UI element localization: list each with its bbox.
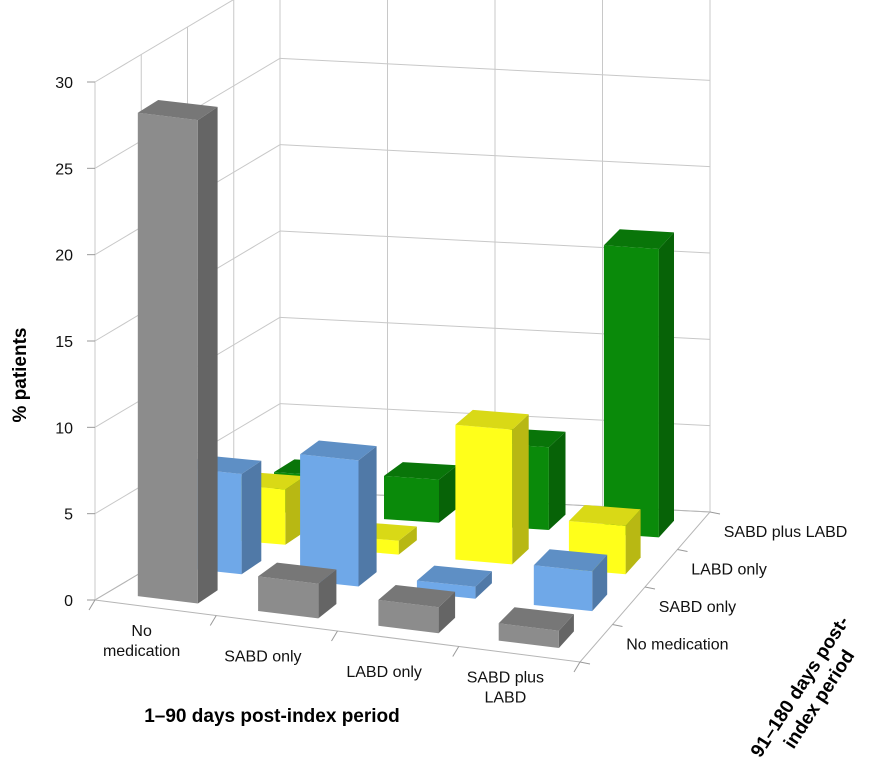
x-tick-mark <box>209 615 217 626</box>
bar-front-face <box>300 454 359 587</box>
y-tick-label: 30 <box>55 75 73 92</box>
bar <box>416 565 492 599</box>
bar-side-face <box>592 554 608 612</box>
x-tick-mark <box>331 630 338 642</box>
bar-side-face <box>625 509 641 575</box>
z-tick-mark <box>644 586 656 590</box>
bar-top-face <box>378 585 456 608</box>
bar-top-face <box>603 229 674 249</box>
bars-layer <box>137 100 674 648</box>
labels-layer: 0 5 10 15 20 25 30 No medication SABD only LABD on… <box>55 75 847 706</box>
bar-front-face <box>258 576 319 619</box>
y-tick-label: 15 <box>55 334 73 351</box>
bar-top-face <box>455 409 529 430</box>
bar <box>603 229 674 538</box>
bar-side-face <box>548 431 566 530</box>
bar <box>137 100 218 604</box>
x-category-label: SABD plus LABD <box>467 669 544 706</box>
bar-side-face <box>197 106 218 604</box>
z-series-label: SABD only <box>659 599 736 616</box>
z-axis-title: 91–180 days post-index period <box>747 613 873 760</box>
bar <box>258 562 337 619</box>
y-tick-label: 0 <box>64 593 73 610</box>
x-category-label: SABD only <box>224 648 301 665</box>
y-tick-label: 25 <box>55 161 73 178</box>
bar-top-face <box>568 505 641 526</box>
bar-front-face <box>384 475 439 523</box>
z-tick-mark <box>709 511 721 515</box>
bar <box>533 549 608 612</box>
bar <box>300 440 377 587</box>
y-tick-label: 20 <box>55 248 73 265</box>
x-tick-mark <box>88 599 96 611</box>
x-category-label: LABD only <box>346 664 422 681</box>
z-series-label: No medication <box>626 636 728 653</box>
y-tick-label: 5 <box>64 507 73 524</box>
bar-side-face <box>398 526 417 555</box>
bar-side-face <box>438 591 456 634</box>
bar <box>378 585 456 634</box>
bar-front-face <box>455 424 513 565</box>
bar-side-face <box>658 232 674 538</box>
x-category-label: No medication <box>103 623 180 660</box>
bar-side-face <box>512 414 529 565</box>
bar-top-face <box>258 562 337 584</box>
bar-top-face <box>300 440 377 461</box>
bar <box>455 409 529 565</box>
y-axis-title: % patients <box>10 327 31 422</box>
bar-top-face <box>416 565 492 587</box>
z-series-label: LABD only <box>691 561 767 578</box>
bar-front-face <box>416 580 476 599</box>
bar-side-face <box>285 476 305 545</box>
bar-side-face <box>558 614 574 648</box>
bar-front-face <box>137 112 198 604</box>
bar-top-face <box>384 462 458 480</box>
bar-front-face <box>498 623 559 648</box>
z-tick-mark <box>579 661 591 665</box>
bar-top-face <box>137 100 218 121</box>
bar-front-face <box>533 565 593 612</box>
x-tick-mark <box>573 661 581 673</box>
bar-top-face <box>533 549 608 572</box>
z-series-label: SABD plus LABD <box>724 524 848 541</box>
bar-side-face <box>241 460 262 575</box>
bar-front-face <box>378 599 439 634</box>
bar-side-face <box>475 571 492 599</box>
bar-side-face <box>318 569 337 619</box>
bar <box>498 607 574 648</box>
bar-top-face <box>498 607 574 631</box>
x-axis-title: 1–90 days post-index period <box>144 706 400 727</box>
z-tick-mark <box>612 624 623 627</box>
z-tick-mark <box>677 549 688 552</box>
bar <box>384 462 458 523</box>
x-tick-mark <box>452 646 460 657</box>
bar-front-face <box>603 245 659 538</box>
y-tick-label: 10 <box>55 420 73 437</box>
bar-side-face <box>439 465 458 523</box>
bar-side-face <box>358 446 377 587</box>
